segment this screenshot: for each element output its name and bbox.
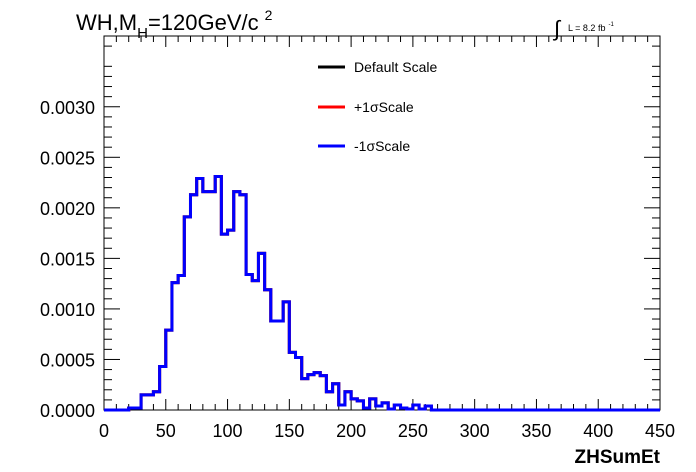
x-tick-label: 300 bbox=[460, 421, 490, 441]
y-tick-label: 0.0000 bbox=[40, 401, 95, 421]
x-tick-label: 250 bbox=[398, 421, 428, 441]
y-tick-label: 0.0030 bbox=[40, 98, 95, 118]
y-tick-label: 0.0015 bbox=[40, 249, 95, 269]
x-tick-label: 150 bbox=[274, 421, 304, 441]
series-line--1-scale bbox=[104, 175, 660, 412]
series-group bbox=[104, 175, 660, 412]
plot-frame bbox=[103, 35, 661, 411]
legend-entry: +1σScale bbox=[354, 99, 414, 115]
series-line-default-scale bbox=[104, 175, 660, 412]
x-axis-label: ZHSumEt bbox=[575, 447, 661, 468]
title-main: WH,M bbox=[76, 10, 137, 35]
y-tick-label: 0.0025 bbox=[40, 148, 95, 168]
x-axis: 0 50 100 150 200 250 300 350 400 450 bbox=[99, 36, 675, 441]
y-tick-label: 0.0005 bbox=[40, 350, 95, 370]
title-rest: =120GeV/c bbox=[148, 10, 259, 35]
y-axis: 0.0000 0.0005 0.0010 0.0015 0.0020 0.0025 0.00… bbox=[40, 35, 660, 421]
series-line--1-scale bbox=[104, 175, 660, 412]
x-tick-label: 0 bbox=[99, 421, 109, 441]
x-tick-label: 450 bbox=[645, 421, 675, 441]
legend-entry: -1σScale bbox=[354, 138, 410, 154]
x-tick-label: 50 bbox=[156, 421, 176, 441]
chart-title: WH,MH=120GeV/c 2 bbox=[76, 7, 273, 42]
legend-entry: Default Scale bbox=[354, 59, 437, 75]
y-tick-label: 0.0020 bbox=[40, 199, 95, 219]
x-tick-label: 350 bbox=[521, 421, 551, 441]
lumi-label: L = 8.2 fb -1 bbox=[568, 22, 614, 33]
x-tick-label: 400 bbox=[583, 421, 613, 441]
y-tick-label: 0.0010 bbox=[40, 300, 95, 320]
title-subscript: H bbox=[137, 25, 148, 42]
x-tick-label: 200 bbox=[336, 421, 366, 441]
integral-symbol: ∫ bbox=[552, 16, 562, 41]
title-superscript: 2 bbox=[265, 7, 273, 23]
legend: Default Scale +1σScale -1σScale bbox=[318, 59, 437, 154]
x-tick-label: 100 bbox=[213, 421, 243, 441]
